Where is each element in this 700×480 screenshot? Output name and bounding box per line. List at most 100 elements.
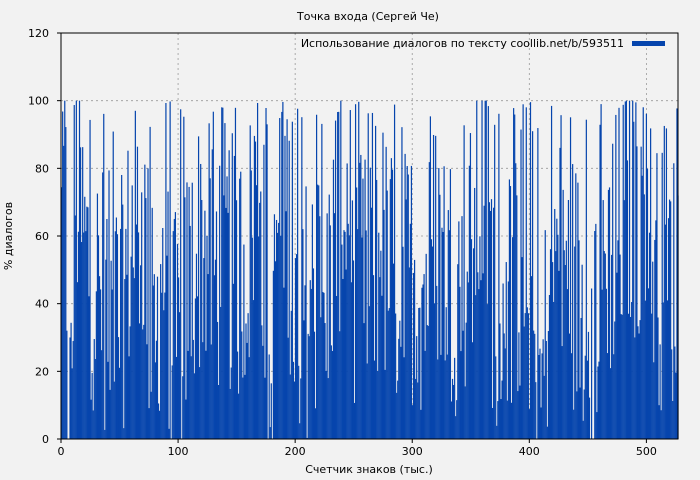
bar — [379, 277, 381, 439]
bar — [417, 382, 419, 439]
bar — [570, 353, 573, 439]
bar — [491, 407, 494, 439]
bar — [127, 150, 129, 439]
bar — [389, 179, 391, 439]
bar — [399, 320, 401, 439]
bar — [555, 251, 557, 439]
bar — [380, 250, 382, 439]
bar — [357, 229, 359, 439]
bar — [95, 291, 97, 439]
bar — [505, 262, 507, 439]
bar — [289, 374, 291, 439]
bar — [330, 345, 332, 439]
bar — [305, 186, 307, 439]
bar — [180, 109, 182, 439]
bar — [579, 387, 581, 439]
bar — [572, 164, 574, 439]
bar — [432, 134, 435, 440]
bar — [641, 175, 643, 439]
bar — [578, 240, 580, 439]
bar — [205, 350, 207, 439]
bar — [539, 348, 541, 439]
bar — [458, 221, 460, 439]
bar — [208, 123, 210, 439]
bar — [146, 344, 148, 439]
bar — [144, 164, 146, 440]
bar — [352, 260, 355, 439]
bar — [158, 410, 161, 439]
bar — [516, 195, 518, 439]
bar — [358, 101, 360, 439]
bar — [145, 198, 147, 439]
bar — [465, 322, 467, 439]
bar — [626, 160, 629, 439]
bar — [196, 296, 199, 439]
bar — [541, 353, 543, 439]
bar — [354, 104, 357, 439]
bar — [250, 170, 252, 440]
bar — [482, 273, 484, 439]
bar — [334, 120, 337, 439]
bar — [115, 217, 117, 439]
bar — [518, 332, 520, 439]
bar — [591, 288, 593, 439]
bar — [534, 333, 536, 439]
bar — [241, 331, 243, 439]
bar — [99, 289, 102, 439]
y-axis-label: % диалогов — [2, 202, 15, 270]
bar — [98, 276, 101, 439]
bar — [326, 213, 328, 439]
bar — [632, 100, 634, 440]
bar — [106, 219, 108, 439]
bar — [640, 146, 642, 439]
bar — [442, 231, 444, 439]
bar — [583, 389, 585, 439]
bar — [424, 350, 426, 439]
bar — [275, 219, 278, 439]
bar — [405, 199, 407, 439]
bar — [320, 317, 322, 439]
bar — [530, 276, 533, 439]
bar — [162, 227, 164, 439]
bar — [490, 199, 493, 439]
bar — [206, 236, 208, 439]
bar — [588, 397, 591, 439]
bar — [259, 202, 261, 439]
bar — [207, 274, 209, 439]
bar — [605, 288, 607, 439]
bar — [155, 340, 158, 439]
bar — [87, 207, 89, 439]
bar — [372, 275, 375, 439]
bar — [295, 254, 298, 439]
bar — [461, 216, 463, 439]
bar — [515, 163, 517, 439]
bar — [110, 260, 112, 439]
bar — [597, 366, 599, 439]
bar — [436, 285, 438, 439]
bar — [331, 351, 334, 439]
bar — [136, 146, 139, 439]
bar — [566, 289, 568, 439]
bar — [324, 323, 326, 439]
bar — [369, 167, 371, 439]
bar — [468, 165, 470, 440]
bar — [141, 192, 143, 439]
bar — [434, 303, 436, 439]
bar — [108, 170, 110, 440]
bar — [327, 378, 329, 439]
bar — [340, 100, 342, 440]
bar — [561, 346, 563, 439]
bar — [174, 212, 177, 439]
bar — [403, 357, 405, 439]
bar — [523, 326, 525, 439]
bar — [419, 307, 421, 439]
bar — [599, 124, 601, 439]
bar — [648, 232, 651, 439]
bar — [168, 428, 170, 439]
bar — [367, 113, 369, 439]
bar — [547, 331, 550, 439]
bar — [304, 285, 306, 439]
bar — [103, 113, 105, 439]
bar — [638, 333, 640, 439]
